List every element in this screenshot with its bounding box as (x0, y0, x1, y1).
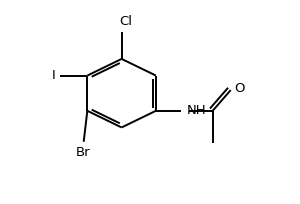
Text: Cl: Cl (120, 14, 133, 28)
Text: I: I (52, 69, 56, 82)
Text: Br: Br (76, 146, 91, 159)
Text: NH: NH (187, 104, 207, 117)
Text: O: O (234, 82, 245, 95)
